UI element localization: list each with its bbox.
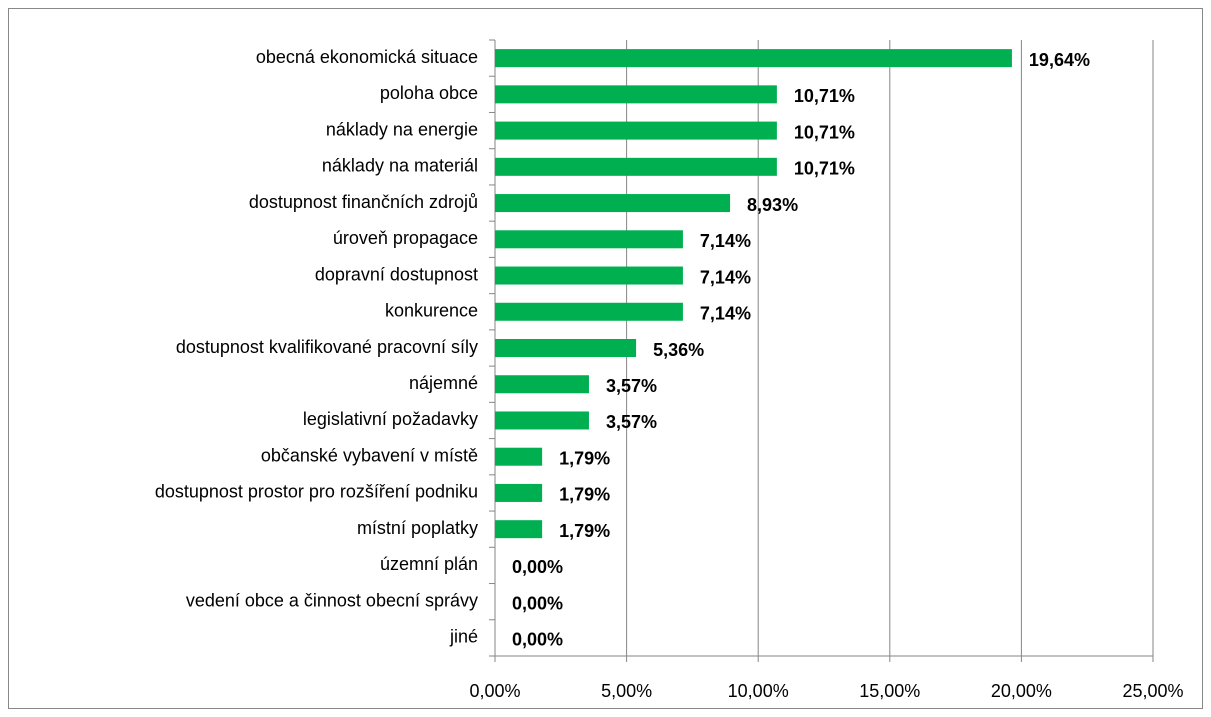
value-label: 3,57% <box>606 376 657 396</box>
y-tick-label: dopravní dostupnost <box>315 264 478 284</box>
value-label: 1,79% <box>559 448 610 468</box>
value-label: 0,00% <box>512 630 563 650</box>
bar <box>495 266 683 285</box>
value-label: 10,71% <box>794 122 855 142</box>
value-label: 7,14% <box>700 304 751 324</box>
bar <box>495 230 683 249</box>
y-tick-label: dostupnost prostor pro rozšíření podniku <box>155 482 478 502</box>
y-tick-label: dostupnost kvalifikované pracovní síly <box>176 337 478 357</box>
value-label: 8,93% <box>747 195 798 215</box>
value-label: 10,71% <box>794 86 855 106</box>
value-label: 7,14% <box>700 267 751 287</box>
bar <box>495 194 731 213</box>
value-label: 1,79% <box>559 485 610 505</box>
y-tick-label: náklady na energie <box>326 119 478 139</box>
value-label: 7,14% <box>700 231 751 251</box>
bar <box>495 411 589 430</box>
x-tick-label: 15,00% <box>859 681 920 701</box>
bar <box>495 49 1012 68</box>
bar <box>495 339 637 357</box>
x-tick-label: 5,00% <box>601 681 652 701</box>
x-tick-label: 20,00% <box>991 681 1052 701</box>
y-tick-label: obecná ekonomická situace <box>256 47 478 67</box>
value-label: 19,64% <box>1029 50 1090 70</box>
y-tick-label: místní poplatky <box>357 518 478 538</box>
bar <box>495 483 543 502</box>
bar <box>495 85 777 104</box>
value-label: 0,00% <box>512 557 563 577</box>
value-label: 0,00% <box>512 593 563 613</box>
x-tick-label: 25,00% <box>1122 681 1183 701</box>
bar <box>495 375 589 394</box>
bar <box>495 121 777 140</box>
bar <box>495 157 777 176</box>
bar <box>495 520 543 539</box>
value-label: 3,57% <box>606 412 657 432</box>
value-label: 5,36% <box>653 340 704 360</box>
x-tick-label: 0,00% <box>469 681 520 701</box>
y-tick-label: územní plán <box>380 554 478 574</box>
y-tick-label: úroveň propagace <box>333 228 478 248</box>
y-tick-label: občanské vybavení v místě <box>261 445 478 465</box>
value-label: 10,71% <box>794 159 855 179</box>
y-tick-label: jiné <box>449 627 478 647</box>
y-tick-label: nájemné <box>409 373 478 393</box>
x-tick-label: 10,00% <box>728 681 789 701</box>
bar <box>495 447 543 466</box>
y-tick-label: legislativní požadavky <box>303 409 478 429</box>
bar <box>495 302 683 321</box>
y-tick-label: poloha obce <box>380 83 478 103</box>
y-tick-label: náklady na materiál <box>322 156 478 176</box>
value-label: 1,79% <box>559 521 610 541</box>
y-tick-label: konkurence <box>385 301 478 321</box>
y-tick-label: dostupnost finančních zdrojů <box>249 192 478 212</box>
y-tick-label: vedení obce a činnost obecní správy <box>186 590 478 610</box>
